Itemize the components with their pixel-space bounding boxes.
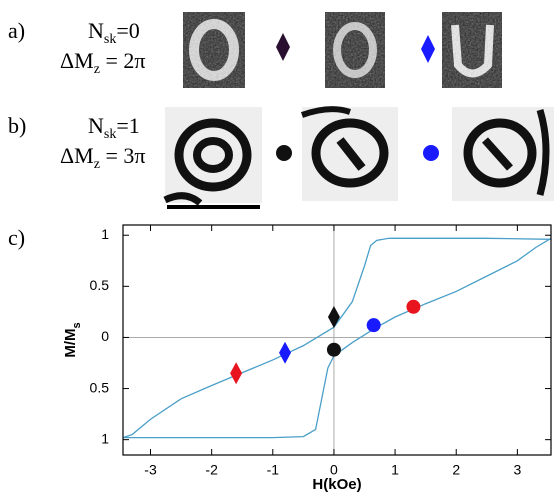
panel-label: a) — [8, 18, 25, 43]
x-tick-label: 2 — [452, 462, 460, 478]
text: = 2π — [100, 48, 146, 73]
plot-frame — [122, 224, 552, 456]
x-axis-label: H(kOe) — [312, 476, 361, 493]
text: =1 — [116, 113, 139, 138]
circle-symbol — [276, 145, 292, 161]
y-tick-label: 1 — [101, 226, 109, 242]
diamond-symbol — [421, 35, 435, 63]
text: M/M — [62, 328, 79, 357]
text: ΔM — [60, 48, 94, 73]
x-tick-label: 0 — [330, 462, 338, 478]
x-tick-label: -3 — [144, 462, 157, 478]
text: z — [94, 62, 100, 77]
circle-marker — [326, 342, 341, 357]
text: N — [88, 113, 104, 138]
text: s — [71, 322, 83, 328]
mfm-image — [325, 12, 385, 88]
text: =0 — [116, 18, 139, 43]
mfm-image — [183, 12, 245, 88]
y-tick-label: 0.5 — [90, 277, 110, 293]
x-tick-label: 1 — [391, 462, 399, 478]
mfm-image — [300, 106, 398, 201]
panel-label: c) — [8, 225, 25, 250]
dm-text: ΔMz = 3π — [60, 143, 145, 172]
x-tick-label: 3 — [513, 462, 521, 478]
diamond-symbol — [276, 33, 290, 61]
y-tick-label: 0.5 — [90, 379, 110, 395]
circle-marker — [406, 299, 421, 314]
text: N — [88, 18, 104, 43]
nsk-text: Nsk=0 — [88, 18, 140, 47]
text: z — [94, 157, 100, 172]
diamond-marker — [327, 306, 340, 328]
text: = 3π — [100, 143, 146, 168]
circle-marker — [366, 318, 381, 333]
y-tick-label: 0 — [101, 328, 109, 344]
dm-text: ΔMz = 2π — [60, 48, 145, 77]
mfm-image — [163, 107, 262, 206]
diamond-marker — [230, 362, 243, 385]
panel-label: b) — [8, 113, 26, 138]
text: sk — [104, 127, 116, 142]
mfm-image — [452, 107, 554, 201]
nsk-text: Nsk=1 — [88, 113, 140, 142]
text: ΔM — [60, 143, 94, 168]
text: sk — [104, 32, 116, 47]
x-tick-label: -2 — [205, 462, 218, 478]
diamond-marker — [279, 341, 292, 364]
mfm-image — [442, 12, 502, 88]
circle-symbol — [423, 145, 439, 161]
y-axis-label: M/Ms — [62, 322, 83, 357]
x-tick-label: -1 — [267, 462, 280, 478]
y-tick-label: 1 — [101, 430, 109, 446]
curve — [122, 237, 552, 439]
curve — [123, 237, 552, 439]
